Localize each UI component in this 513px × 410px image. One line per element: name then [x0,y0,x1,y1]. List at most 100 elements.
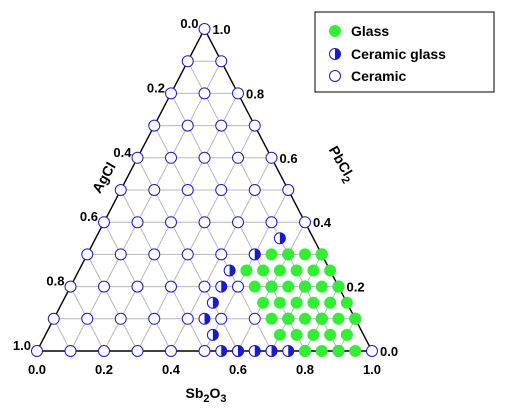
legend-item-glass: Glass [329,23,389,39]
ceramic-point [114,248,127,261]
ceramic-point [165,345,177,357]
glass-point [315,312,328,325]
ceramic-point [148,312,161,325]
legend: Glass Ceramic glass Ceramic [314,11,495,93]
left-tick-label: 0.8 [46,274,64,289]
ceramic-point [215,184,228,196]
ceramic-glass-point-half [279,232,286,244]
ceramic-point [98,216,110,229]
ceramic-point [64,345,77,357]
glass-point [273,328,286,341]
ceramic-point [215,248,228,261]
bottom-tick-label: 0.2 [95,362,113,377]
ceramic-point [248,119,261,132]
ceramic-point [232,151,244,164]
left-tick-label: 0.4 [113,145,132,160]
ceramic-point [114,184,127,196]
ceramic-point [198,280,211,293]
ceramic-point [148,184,161,196]
ceramic-point [131,216,144,229]
ceramic-glass-point-half [254,248,261,260]
glass-point [349,312,362,325]
glass-point [248,280,261,293]
ceramic-point [165,216,177,229]
bottom-tick-label: 0.6 [229,362,247,377]
ceramic-glass-point-half [229,265,236,276]
left-tick-label: 0.2 [147,80,165,95]
left-tick-label: 0.0 [180,16,198,31]
ceramic-point [131,280,144,293]
glass-point [332,345,345,357]
right-tick-label: 0.4 [313,215,332,230]
legend-marker-glass [329,25,341,37]
glass-point [299,345,311,357]
legend-marker-ceramic-glass-half [335,48,341,60]
ceramic-point [81,312,94,325]
glass-point [324,328,337,341]
ceramic-point [98,345,110,357]
ceramic-point [232,216,244,229]
glass-point [265,280,278,293]
left-axis-title: AgCl [89,159,119,195]
glass-point [282,280,295,293]
right-axis-title: PbCl2 [322,143,358,186]
ceramic-glass-point-half [204,313,211,325]
ceramic-point [215,55,228,68]
right-tick-label: 0.0 [380,344,398,359]
ceramic-point [114,312,127,325]
glass-point [299,248,311,261]
left-tick-label: 0.6 [80,209,98,224]
ceramic-point [131,151,144,164]
glass-point [307,328,320,341]
ceramic-point [81,248,94,261]
ceramic-point [215,312,228,325]
ceramic-point [98,280,110,293]
ceramic-glass-point-half [288,345,294,357]
glass-point [273,296,286,309]
glass-point [340,296,353,309]
grid-line-sb2o3 [137,125,256,352]
ceramic-point [165,280,177,293]
ceramic-point [181,184,194,196]
glass-point [240,264,253,277]
ceramic-point [198,345,211,357]
ceramic-glass-point-half [238,345,244,357]
grid-line-pbcl2 [120,189,205,352]
glass-point [315,248,328,261]
ceramic-glass-point-half [212,329,219,341]
glass-point [340,328,353,341]
glass-point [265,312,278,325]
ceramic-glass-point-half [221,345,227,357]
data-points [31,23,378,357]
ceramic-point [198,87,211,100]
glass-point [282,248,295,261]
ceramic-point [148,119,161,132]
ceramic-point [148,248,161,261]
ceramic-point [181,55,194,68]
glass-point [257,296,270,309]
ceramic-point [31,345,43,357]
legend-item-ceramic: Ceramic [329,68,406,84]
ceramic-glass-point-half [271,345,277,357]
glass-point [315,280,328,293]
ceramic-point [165,87,177,100]
glass-point [324,296,337,309]
glass-point [282,312,295,325]
ceramic-point [366,345,378,357]
ceramic-point [299,216,311,229]
legend-item-ceramic-glass: Ceramic glass [329,46,446,62]
ceramic-point [232,87,244,100]
right-tick-label: 1.0 [213,22,231,37]
glass-point [332,312,345,325]
glass-point [290,328,303,341]
glass-point [349,345,362,357]
ceramic-point [131,345,144,357]
glass-point [290,264,303,277]
ceramic-glass-point-half [254,345,261,357]
glass-point [307,264,320,277]
glass-point [324,264,337,277]
ceramic-point [282,184,295,196]
bottom-tick-label: 0.8 [296,362,314,377]
glass-point [299,312,311,325]
ceramic-point [215,119,228,132]
